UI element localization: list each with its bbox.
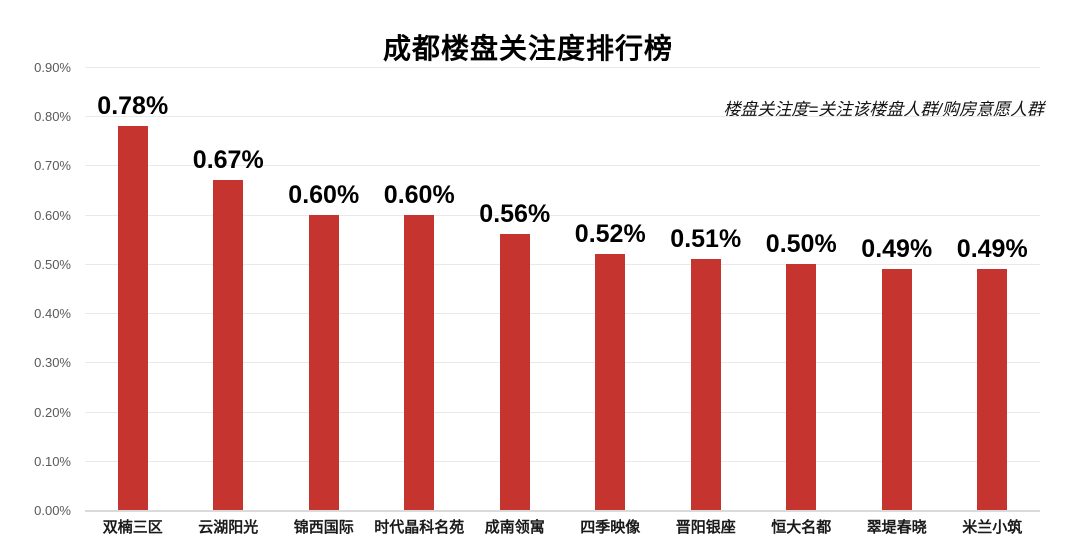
- gridline: [85, 411, 1040, 413]
- category-label: 米兰小筑: [962, 519, 1023, 536]
- bar-value-label: 0.51%: [670, 224, 742, 253]
- bar-slot: 0.78%: [85, 67, 181, 510]
- bar: [786, 263, 817, 510]
- y-tick-label: 0.30%: [34, 355, 71, 371]
- y-tick-label: 0.80%: [34, 109, 71, 125]
- gridline: [85, 313, 1040, 315]
- category-label: 云湖阳光: [198, 519, 259, 536]
- x-axis-labels: 双楠三区 云湖阳光 锦西国际 时代晶科名苑 成南领寓 四季映像 晋阳银座 恒大名都 翠堤春晓 米兰…: [85, 519, 1040, 537]
- bar-value-label: 0.78%: [97, 92, 169, 121]
- gridline: [85, 214, 1040, 216]
- chart-title: 成都楼盘关注度排行榜: [382, 33, 673, 64]
- gridline: [85, 263, 1040, 265]
- bar-value-label: 0.60%: [288, 180, 360, 209]
- bar-value-label: 0.50%: [765, 229, 837, 258]
- bar-slot: 0.51%: [658, 67, 754, 510]
- gridline: [85, 460, 1040, 462]
- category-label: 锦西国际: [293, 519, 354, 536]
- bar: [213, 180, 244, 510]
- category-label: 翠堤春晓: [866, 519, 927, 536]
- bar-slot: 0.52%: [563, 67, 659, 510]
- bar-value-label: 0.52%: [574, 220, 646, 249]
- bar-slot: 0.60%: [372, 67, 468, 510]
- bar-value-label: 0.60%: [383, 180, 455, 209]
- y-tick-label: 0.90%: [34, 60, 71, 75]
- bar-value-label: 0.49%: [956, 234, 1028, 263]
- y-tick-label: 0.70%: [34, 158, 71, 174]
- y-tick-label: 0.20%: [34, 404, 71, 420]
- category-label: 成南领寓: [484, 519, 545, 536]
- bar: [690, 258, 721, 510]
- y-tick-label: 0.10%: [34, 453, 71, 469]
- bars-layer: 0.78% 0.67% 0.60% 0.60% 0.56% 0.52% 0.51% 0.50%…: [85, 67, 1040, 510]
- bar: [308, 214, 339, 510]
- bar: [595, 254, 626, 510]
- bar-value-label: 0.67%: [192, 146, 264, 175]
- category-label: 恒大名都: [771, 519, 832, 536]
- bar-slot: 0.60%: [276, 67, 372, 510]
- y-tick-label: 0.50%: [34, 256, 71, 272]
- category-label: 晋阳银座: [675, 519, 736, 536]
- gridline: [85, 165, 1040, 167]
- category-label: 四季映像: [580, 519, 641, 536]
- bar: [117, 126, 148, 510]
- category-label: 时代晶科名苑: [374, 519, 465, 536]
- y-tick-label: 0.40%: [34, 306, 71, 322]
- category-label: 双楠三区: [102, 519, 163, 536]
- bar-slot: 0.56%: [467, 67, 563, 510]
- gridline: [85, 362, 1040, 364]
- bar: [499, 234, 530, 510]
- bar-value-label: 0.49%: [861, 234, 933, 263]
- gridline: [85, 67, 1040, 68]
- bar: [881, 268, 912, 510]
- bar-slot: 0.67%: [181, 67, 277, 510]
- chart-annotation: 楼盘关注度=关注该楼盘人群/购房意愿人群: [723, 100, 1044, 119]
- gridline: [85, 510, 1040, 512]
- bar-slot: 0.49%: [945, 67, 1041, 510]
- bar-slot: 0.49%: [849, 67, 945, 510]
- y-tick-label: 0.00%: [34, 503, 71, 518]
- gridline: [85, 116, 1040, 118]
- bar-slot: 0.50%: [754, 67, 850, 510]
- bar: [977, 268, 1008, 510]
- y-tick-label: 0.60%: [34, 207, 71, 223]
- bar-value-label: 0.56%: [479, 200, 551, 229]
- plot-area: 0.90% 0.80% 0.70% 0.60% 0.50% 0.40% 0.30% 0.20%…: [34, 61, 1040, 517]
- bar: [404, 214, 435, 510]
